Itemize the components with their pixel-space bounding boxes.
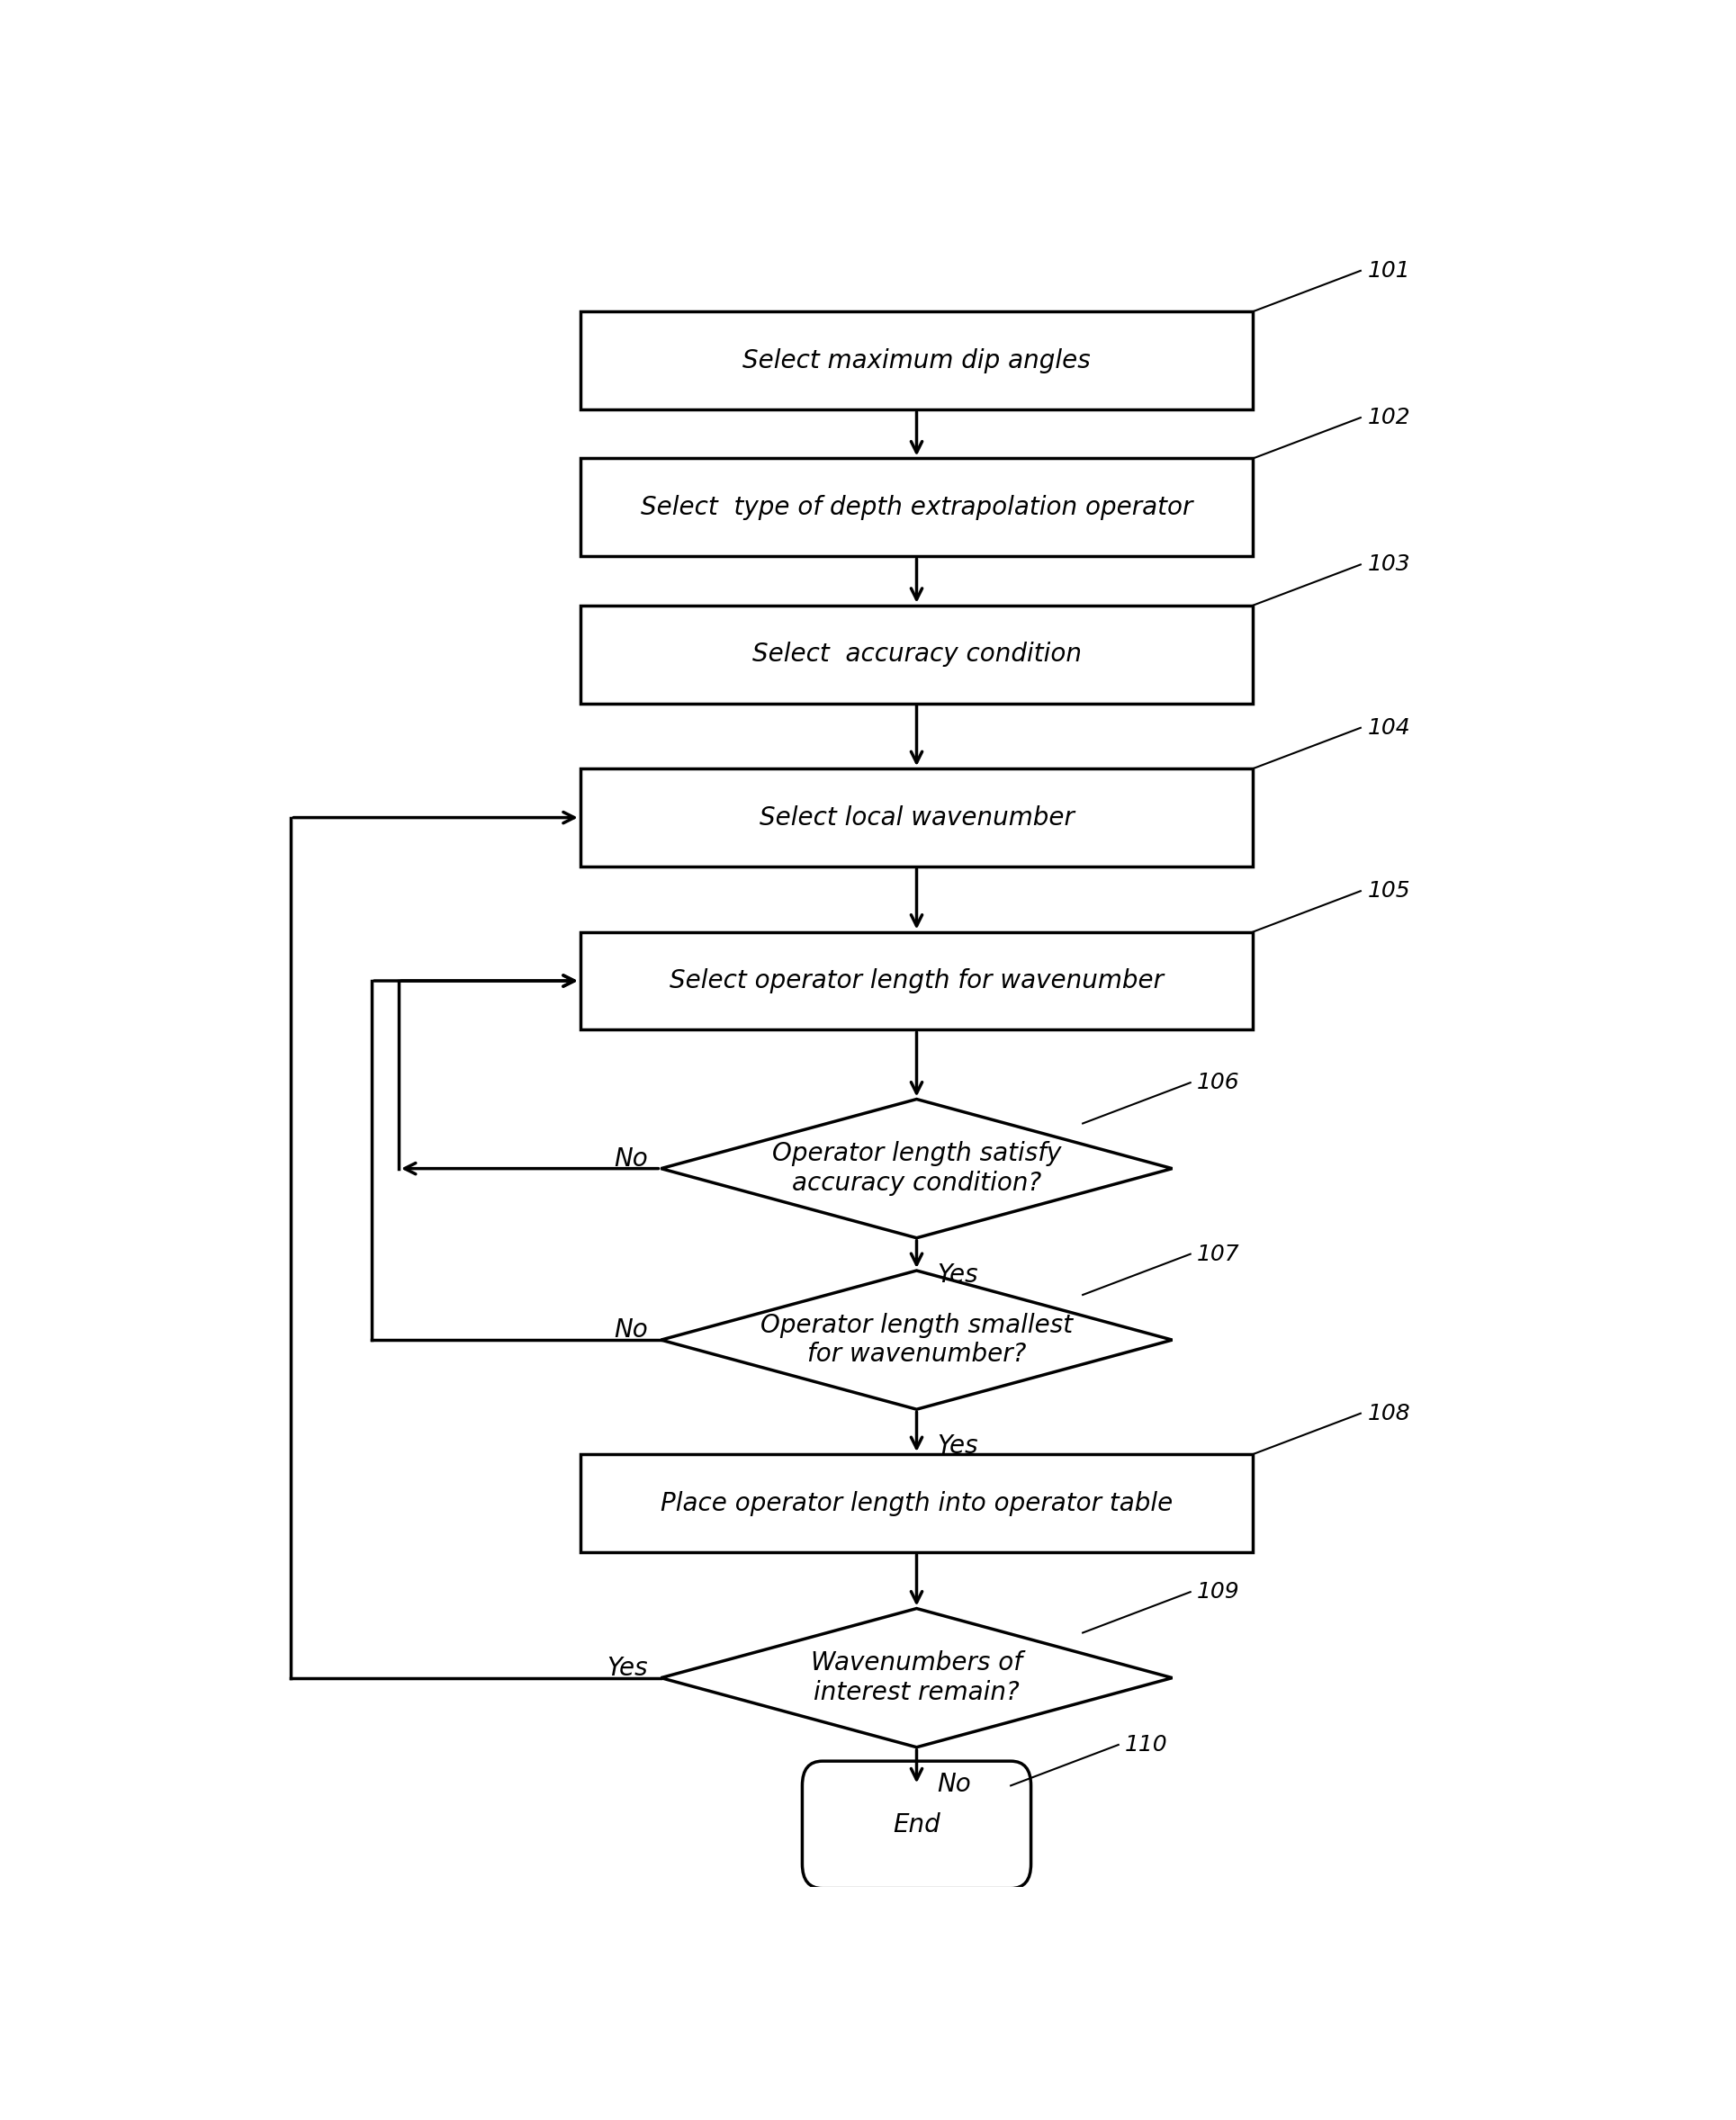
Text: 104: 104 [1368, 717, 1410, 738]
FancyBboxPatch shape [580, 606, 1253, 704]
Text: Operator length satisfy
accuracy condition?: Operator length satisfy accuracy conditi… [773, 1141, 1061, 1196]
Polygon shape [661, 1609, 1172, 1747]
Text: 103: 103 [1368, 553, 1410, 575]
Polygon shape [661, 1270, 1172, 1410]
Text: 101: 101 [1368, 261, 1410, 282]
Text: No: No [937, 1772, 970, 1798]
Text: 110: 110 [1125, 1734, 1168, 1755]
Text: 109: 109 [1198, 1582, 1240, 1603]
FancyBboxPatch shape [580, 933, 1253, 1030]
Text: 105: 105 [1368, 880, 1410, 901]
Text: Select maximum dip angles: Select maximum dip angles [743, 348, 1090, 373]
FancyBboxPatch shape [580, 458, 1253, 555]
Text: Operator length smallest
for wavenumber?: Operator length smallest for wavenumber? [760, 1312, 1073, 1367]
Text: No: No [613, 1317, 648, 1342]
Text: Yes: Yes [937, 1433, 977, 1459]
Text: Select local wavenumber: Select local wavenumber [759, 806, 1075, 831]
Text: 108: 108 [1368, 1403, 1410, 1425]
Text: 106: 106 [1198, 1073, 1240, 1094]
Text: 102: 102 [1368, 407, 1410, 428]
Text: Select  accuracy condition: Select accuracy condition [752, 642, 1082, 668]
FancyBboxPatch shape [580, 1454, 1253, 1552]
FancyBboxPatch shape [580, 770, 1253, 867]
Text: Wavenumbers of
interest remain?: Wavenumbers of interest remain? [811, 1651, 1023, 1704]
Text: 107: 107 [1198, 1242, 1240, 1266]
Text: Select  type of depth extrapolation operator: Select type of depth extrapolation opera… [641, 494, 1193, 519]
Text: Place operator length into operator table: Place operator length into operator tabl… [660, 1490, 1174, 1516]
Text: No: No [613, 1147, 648, 1172]
Text: Yes: Yes [606, 1656, 648, 1681]
Text: Yes: Yes [937, 1261, 977, 1287]
Text: Select operator length for wavenumber: Select operator length for wavenumber [670, 969, 1163, 994]
Polygon shape [661, 1098, 1172, 1238]
Text: End: End [892, 1813, 941, 1838]
FancyBboxPatch shape [802, 1762, 1031, 1889]
FancyBboxPatch shape [580, 312, 1253, 409]
